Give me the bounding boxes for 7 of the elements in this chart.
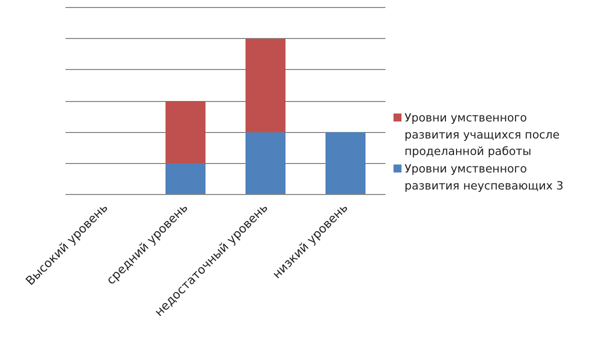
bar (166, 101, 206, 164)
bar (166, 163, 206, 194)
bar (326, 132, 366, 194)
legend-label: Уровни умственного развития учащихся после проделанной работы (404, 110, 560, 158)
bar (246, 38, 286, 132)
legend-label: Уровни умственного развития неуспевающих 3 (404, 162, 564, 192)
bar (246, 132, 286, 194)
